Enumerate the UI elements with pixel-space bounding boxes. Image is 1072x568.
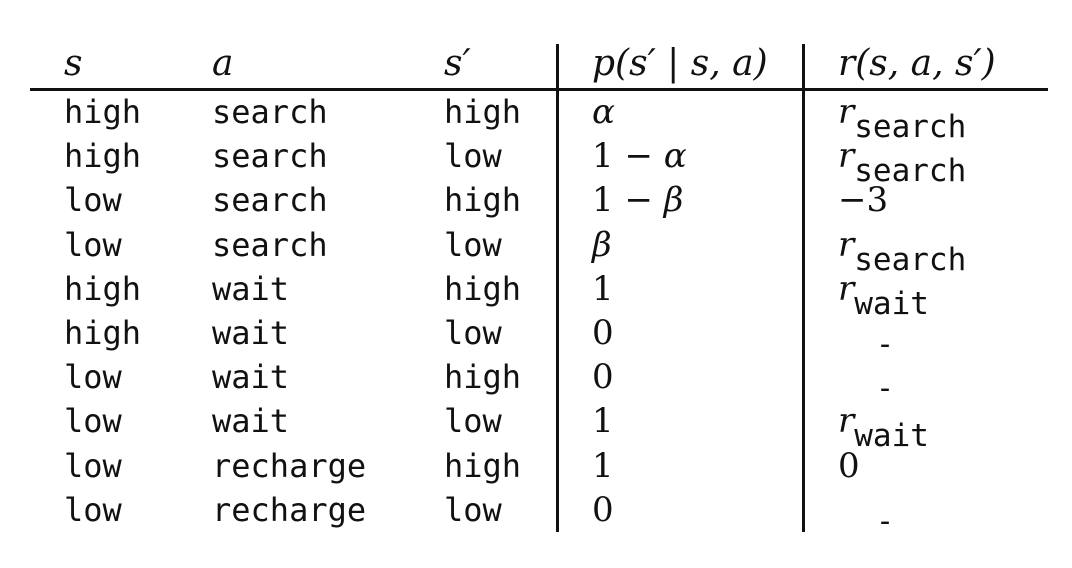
cell-probability: 1 <box>592 268 614 309</box>
reward-subscript: wait <box>854 418 929 455</box>
table-row: low recharge high 1 0 <box>0 444 1072 488</box>
cell-next-state: high <box>444 358 522 397</box>
reward-dash: - <box>876 327 895 362</box>
table-header: s a s′ p(s′ | s, a) r(s, a, s′) <box>0 36 1072 88</box>
cell-state: low <box>64 446 122 485</box>
table-row: low wait low 1 rwait <box>0 399 1072 454</box>
header-probability: p(s′ | s, a) <box>592 43 768 84</box>
cell-reward: - <box>838 355 894 406</box>
column-divider-reward <box>802 44 805 532</box>
reward-dash: - <box>876 503 895 539</box>
reward-subscript: search <box>854 241 967 278</box>
cell-next-state: high <box>444 181 522 220</box>
cell-state: high <box>64 314 142 352</box>
cell-state: low <box>64 490 122 529</box>
cell-action: search <box>212 93 328 131</box>
table-row: low recharge low 0 - <box>0 488 1072 539</box>
cell-next-state: low <box>444 225 502 264</box>
cell-action: wait <box>212 314 290 352</box>
cell-reward: rwait <box>838 267 929 322</box>
header-s: s <box>64 43 83 84</box>
cell-reward: 0 <box>838 444 860 488</box>
cell-state: low <box>64 402 122 441</box>
cell-reward: - <box>838 311 894 362</box>
header-reward: r(s, a, s′) <box>838 43 996 84</box>
cell-reward: rsearch <box>838 90 966 145</box>
cell-next-state: low <box>444 402 502 441</box>
reward-symbol: r <box>838 401 855 442</box>
cell-action: recharge <box>212 490 367 529</box>
reward-symbol: r <box>838 92 855 132</box>
table-row: low wait high 0 - <box>0 355 1072 406</box>
reward-subscript: search <box>854 153 967 190</box>
cell-state: low <box>64 181 122 220</box>
cell-probability: β <box>592 224 612 265</box>
cell-reward: −3 <box>838 178 888 222</box>
cell-probability: 1 − β <box>592 180 684 221</box>
cell-action: recharge <box>212 446 367 485</box>
cell-probability: 1 <box>592 445 614 486</box>
cell-state: high <box>64 137 142 176</box>
cell-next-state: high <box>444 446 522 485</box>
reward-symbol: r <box>838 136 855 177</box>
cell-reward: - <box>838 488 894 539</box>
cell-action: wait <box>212 402 290 441</box>
cell-next-state: high <box>444 269 522 308</box>
reward-symbol: r <box>838 224 855 265</box>
cell-reward: rsearch <box>838 223 966 278</box>
cell-action: wait <box>212 269 290 308</box>
reward-symbol: r <box>838 268 855 309</box>
reward-subscript: wait <box>854 285 929 322</box>
table-row: high wait low 0 - <box>0 311 1072 362</box>
cell-probability: 0 <box>592 357 614 398</box>
cell-probability: 0 <box>592 489 614 530</box>
header-rule <box>30 88 1048 91</box>
table-row: high wait high 1 rwait <box>0 267 1072 322</box>
cell-next-state: low <box>444 137 502 176</box>
cell-state: high <box>64 93 142 131</box>
cell-next-state: low <box>444 490 502 529</box>
column-divider-probability <box>556 44 559 532</box>
cell-probability: 0 <box>592 313 614 353</box>
cell-action: search <box>212 181 328 220</box>
cell-action: search <box>212 225 328 264</box>
cell-action: wait <box>212 358 290 397</box>
cell-state: low <box>64 358 122 397</box>
cell-state: high <box>64 269 142 308</box>
cell-reward: rsearch <box>838 134 966 189</box>
reward-dash: - <box>876 371 895 407</box>
table-row: high search high α rsearch <box>0 90 1072 145</box>
cell-state: low <box>64 225 122 264</box>
header-a: a <box>212 43 234 84</box>
table-row: low search high 1 − β −3 <box>0 178 1072 222</box>
cell-reward: rwait <box>838 399 929 454</box>
cell-next-state: high <box>444 93 522 131</box>
cell-probability: 1 <box>592 401 614 442</box>
reward-subscript: search <box>854 109 967 145</box>
table-row: low search low β rsearch <box>0 223 1072 278</box>
reward-value: −3 <box>838 180 889 221</box>
reward-value: 0 <box>838 445 860 486</box>
table-row: high search low 1 − α rsearch <box>0 134 1072 189</box>
header-s-prime: s′ <box>444 43 471 84</box>
cell-next-state: low <box>444 314 502 352</box>
cell-action: search <box>212 137 328 176</box>
cell-probability: 1 − α <box>592 136 687 177</box>
cell-probability: α <box>592 92 615 132</box>
